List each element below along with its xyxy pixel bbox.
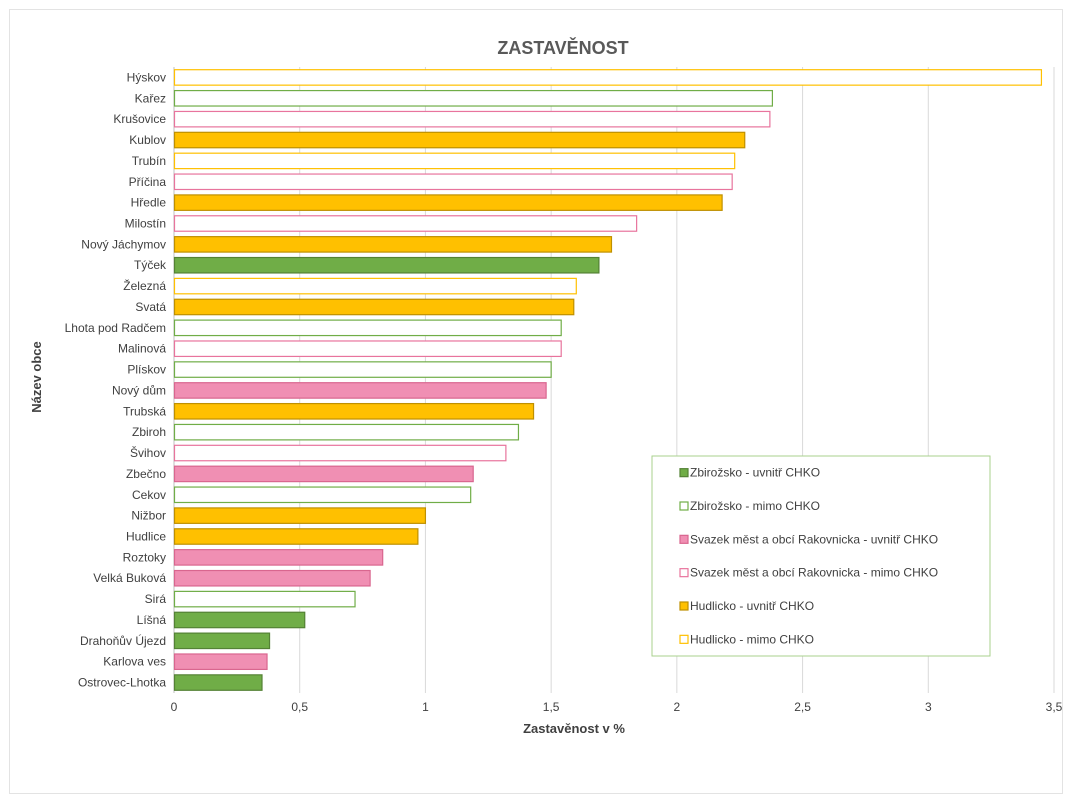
category-label: Trubín <box>132 154 166 168</box>
category-label: Svatá <box>135 300 166 314</box>
category-label: Hýskov <box>127 70 166 84</box>
category-label: Kařez <box>135 91 166 105</box>
bar-drahoňův-újezd <box>173 632 271 650</box>
category-label: Karlova ves <box>103 655 166 669</box>
x-tick-label: 1,5 <box>543 700 560 714</box>
category-label: Milostín <box>125 217 166 231</box>
x-tick-label: 3 <box>925 700 932 714</box>
category-label: Švihov <box>130 445 166 460</box>
x-tick-label: 0,5 <box>291 700 308 714</box>
bar-zbečno <box>173 465 474 483</box>
bars-group <box>173 69 1043 691</box>
category-label: Hředle <box>131 196 167 210</box>
category-label: Drahoňův Újezd <box>80 633 166 648</box>
bar-cekov <box>173 486 472 504</box>
category-label: Nový dům <box>112 383 166 397</box>
bar-zbiroh <box>173 423 520 441</box>
bar-lhota-pod-radčem <box>173 319 562 337</box>
legend-swatch <box>679 601 689 611</box>
bar-nový-dům <box>173 382 547 399</box>
legend: Zbirožsko - uvnitř CHKO Zbirožsko - mimo … <box>651 455 991 657</box>
bar-týček <box>173 256 600 274</box>
bar-trubín <box>173 152 736 170</box>
bar-hudlice <box>173 528 419 545</box>
legend-swatch <box>679 534 689 544</box>
category-label: Ostrovec-Lhotka <box>78 676 166 690</box>
bar-velká-buková <box>173 569 371 587</box>
category-label: Cekov <box>132 488 166 502</box>
bar-chart: ZASTAVĚNOST Hýskov Kařez Krušovice Kublov Tr… <box>29 37 1062 736</box>
x-tick-label: 0 <box>171 700 178 714</box>
x-tick-labels: 0 0,5 1 1,5 2 2,5 3 3,5 <box>171 700 1062 714</box>
bar-líšná <box>173 611 306 629</box>
legend-label: Svazek měst a obcí Rakovnicka - uvnitř C… <box>690 532 938 546</box>
y-axis-title: Název obce <box>29 341 44 413</box>
legend-swatch <box>679 468 689 478</box>
bar-hředle <box>173 194 723 211</box>
bar-švihov <box>173 444 507 462</box>
x-tick-label: 1 <box>422 700 429 714</box>
chart-title: ZASTAVĚNOST <box>497 37 628 58</box>
bar-hýskov <box>173 69 1043 86</box>
bar-trubská <box>173 402 535 420</box>
bar-kařez <box>173 89 774 107</box>
x-tick-label: 2 <box>674 700 681 714</box>
x-tick-label: 2,5 <box>794 700 811 714</box>
category-label: Nižbor <box>131 509 166 523</box>
bar-karlova-ves <box>173 653 268 671</box>
category-label: Sirá <box>145 592 167 606</box>
x-axis-title: Zastavěnost v % <box>523 721 625 736</box>
category-label: Líšná <box>137 613 167 627</box>
legend-box <box>651 455 991 657</box>
legend-label: Zbirožsko - uvnitř CHKO <box>690 466 820 480</box>
category-label: Zbiroh <box>132 425 166 439</box>
bar-sirá <box>173 590 356 608</box>
category-labels: Hýskov Kařez Krušovice Kublov Trubín Příčina H… <box>65 70 167 689</box>
bar-milostín <box>173 215 638 232</box>
legend-label: Hudlicko - uvnitř CHKO <box>690 599 814 613</box>
gridlines <box>173 67 1055 693</box>
bar-kublov <box>173 131 746 149</box>
category-label: Zbečno <box>126 467 166 481</box>
bar-ostrovec-lhotka <box>173 674 263 691</box>
category-label: Týček <box>134 258 167 272</box>
category-label: Kublov <box>129 133 166 147</box>
category-label: Nový Jáchymov <box>81 237 166 251</box>
bar-svatá <box>173 298 575 316</box>
category-label: Velká Buková <box>93 571 166 585</box>
category-label: Malinová <box>118 342 166 356</box>
legend-label: Svazek měst a obcí Rakovnicka - mimo CHK… <box>690 566 938 580</box>
bar-malinová <box>173 340 562 358</box>
category-label: Plískov <box>127 363 166 377</box>
bar-plískov <box>173 361 552 378</box>
legend-swatch <box>679 501 689 511</box>
category-label: Hudlice <box>126 530 166 544</box>
bar-nižbor <box>173 507 427 524</box>
bar-nový-jáchymov <box>173 236 613 253</box>
legend-swatch <box>679 568 689 578</box>
category-label: Železná <box>123 278 166 293</box>
bar-příčina <box>173 173 733 191</box>
legend-swatch <box>679 634 689 644</box>
category-label: Roztoky <box>123 550 166 564</box>
category-label: Příčina <box>129 175 167 189</box>
legend-label: Hudlicko - mimo CHKO <box>690 632 814 646</box>
category-label: Trubská <box>123 404 166 418</box>
bar-krušovice <box>173 110 771 128</box>
bar-roztoky <box>173 549 384 566</box>
legend-label: Zbirožsko - mimo CHKO <box>690 499 820 513</box>
chart-container: ZASTAVĚNOST Hýskov Kařez Krušovice Kublov Tr… <box>9 9 1063 794</box>
category-label: Krušovice <box>113 112 166 126</box>
bar-železná <box>173 277 577 295</box>
x-tick-label: 3,5 <box>1046 700 1062 714</box>
category-label: Lhota pod Radčem <box>65 321 166 335</box>
